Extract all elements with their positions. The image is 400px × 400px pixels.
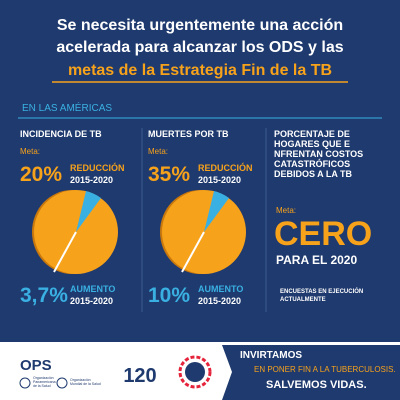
ops-sub: Panamericana [33, 380, 56, 384]
pie-slice [76, 191, 101, 232]
who-sub: Mundial de la Salud [70, 382, 101, 386]
slogan: SALVEMOS VIDAS. [266, 379, 367, 391]
costs-year: PARA EL 2020 [276, 253, 357, 267]
pie-line [53, 231, 77, 273]
panel-heading: INCIDENCIA DE TB [20, 129, 102, 139]
panel-meta: Meta: [148, 147, 168, 156]
costs-target: CERO [274, 215, 372, 253]
actual-label: AUMENTO [198, 284, 243, 294]
anniversary: 120 [123, 365, 156, 387]
target-period: 2015-2020 [70, 175, 113, 185]
title-line: acelerada para alcanzar los ODS y las [56, 39, 343, 56]
who-emblem [56, 377, 68, 389]
pie-slice [204, 191, 229, 232]
panel-target: 20% [20, 163, 62, 186]
costs-heading: HOGARES QUE E [274, 139, 350, 149]
target-label: REDUCCIÓN [70, 162, 125, 173]
actual-period: 2015-2020 [70, 296, 113, 306]
sdg-wheel [178, 355, 212, 389]
sdg-center [185, 362, 205, 382]
costs-heading: DEBIDOS A LA TB [274, 169, 352, 179]
actual-label: AUMENTO [70, 284, 115, 294]
title-line: metas de la Estrategia Fin de la TB [68, 62, 332, 79]
target-period: 2015-2020 [198, 175, 241, 185]
title-line: Se necesita urgentemente una acción [57, 17, 343, 34]
panel-actual: 10% [148, 284, 190, 307]
costs-meta: Meta: [276, 206, 296, 215]
ops-sub: de la Salud [33, 384, 51, 388]
panel-target: 35% [148, 163, 190, 186]
actual-period: 2015-2020 [198, 296, 241, 306]
panel-meta: Meta: [20, 147, 40, 156]
pie-line [181, 231, 205, 273]
slogan: EN PONER FIN A LA TUBERCULOSIS. [254, 365, 396, 374]
target-label: REDUCCIÓN [198, 162, 253, 173]
ops-logo: OPS [20, 357, 52, 374]
ops-sub: Organización [33, 376, 54, 380]
ops-emblem [19, 377, 31, 389]
costs-heading: PORCENTAJE DE [274, 129, 350, 139]
costs-heading: CATASTRÓFICOS [274, 158, 350, 169]
slogan-banner [222, 345, 400, 400]
panel-heading: MUERTES POR TB [148, 129, 229, 139]
panel-actual: 3,7% [20, 284, 68, 307]
costs-heading: NFRENTAN COSTOS [274, 149, 363, 159]
costs-note: ENCUESTAS EN EJECUCIÓN [280, 287, 363, 295]
region: EN LAS AMÉRICAS [22, 101, 112, 114]
costs-note: ACTUALMENTE [280, 297, 326, 303]
who-sub: Organización [70, 378, 91, 382]
slogan: INVIRTAMOS [240, 350, 302, 361]
